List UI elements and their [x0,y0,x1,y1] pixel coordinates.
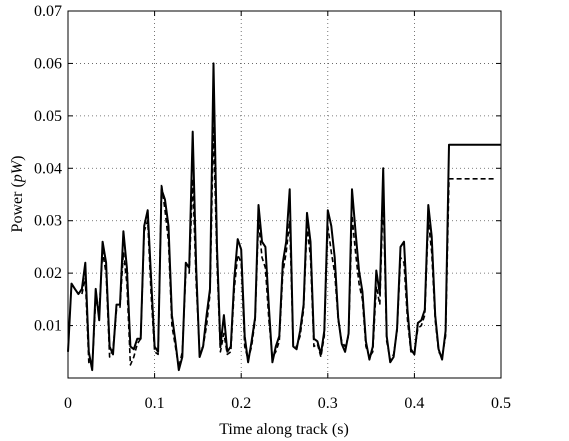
y-axis-label-suffix: ) [9,156,26,161]
y-axis-label-unit: pW [9,159,26,183]
y-axis-label-prefix: Power ( [9,182,26,232]
grid [68,11,501,378]
x-tick-label-1: 0.1 [145,395,165,412]
y-tick-label-3: 0.04 [34,160,62,177]
plot-frame [67,10,502,379]
series-line-dashed [81,125,495,369]
x-axis-label: Time along track (s) [219,421,349,438]
y-tick-label-0: 0.01 [34,318,62,335]
x-tick-label-4: 0.4 [404,395,424,412]
y-axis-label: Power (pW) [9,156,26,233]
y-tick-labels: 0.01 0.02 0.03 0.04 0.05 0.06 0.07 [34,3,62,335]
y-tick-label-5: 0.06 [34,55,62,72]
series-group [67,62,501,372]
x-tick-label-0: 0 [64,395,72,412]
x-tick-label-2: 0.2 [231,395,251,412]
y-tick-label-4: 0.05 [34,108,62,125]
axis-ticks [67,10,502,378]
y-tick-label-2: 0.03 [34,213,62,230]
y-tick-label-1: 0.02 [34,265,62,282]
x-tick-labels: 0 0.1 0.2 0.3 0.4 0.5 [64,395,511,412]
x-tick-label-3: 0.3 [318,395,338,412]
y-tick-label-6: 0.07 [34,3,62,20]
x-tick-label-5: 0.5 [491,395,511,412]
